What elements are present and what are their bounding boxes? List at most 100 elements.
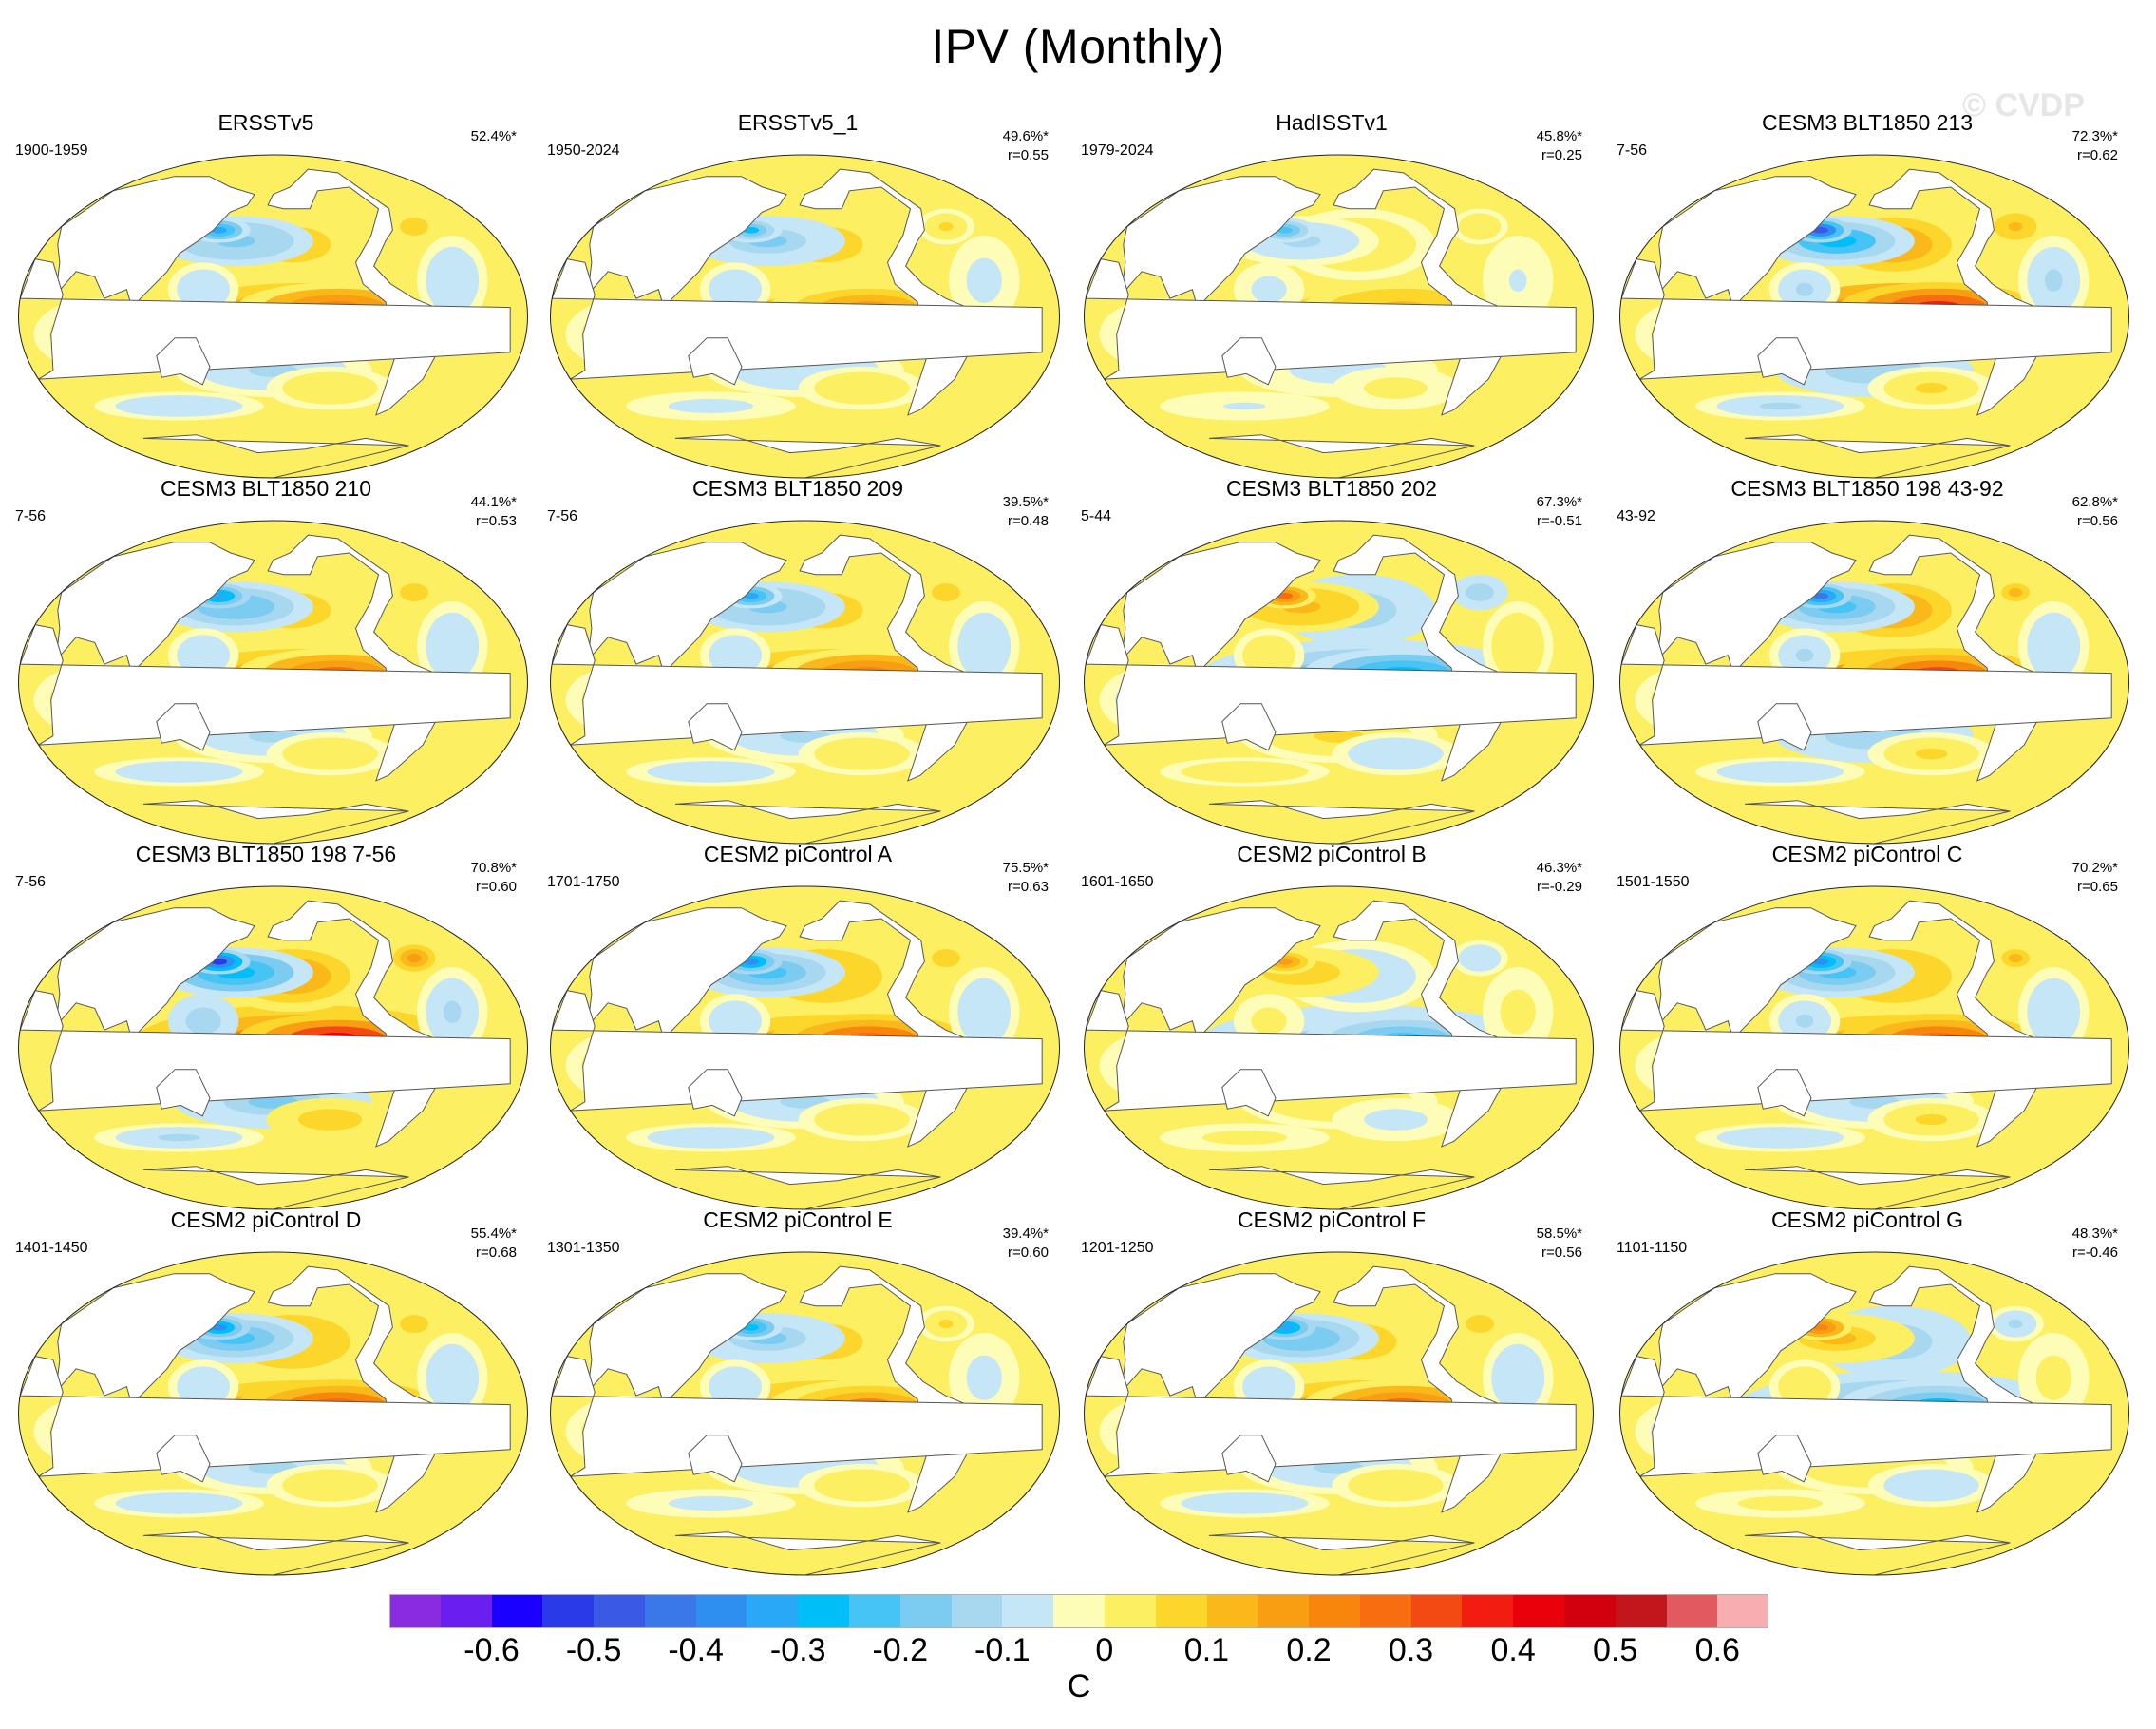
colorbar-box [1155, 1594, 1207, 1628]
colorbar-box [747, 1594, 799, 1628]
sst-anomaly-contour [1259, 648, 1278, 662]
sst-anomaly-contour [1812, 593, 1829, 599]
map-outline [18, 885, 528, 1210]
sst-map [18, 1251, 528, 1576]
variance-explained: 67.3%* [1536, 494, 1582, 510]
panel-period: 1501-1550 [1617, 874, 1690, 890]
sst-anomaly-contour [1508, 1000, 1527, 1024]
sst-anomaly-contour [1472, 587, 1487, 598]
colorbar-box [1002, 1594, 1054, 1628]
sst-anomaly-contour [2044, 269, 2063, 293]
sst-anomaly-contour [194, 282, 213, 296]
sst-anomaly-contour [1915, 1479, 1948, 1492]
map-panel: HadISSTv1 1979-2024 45.8%* r=0.25 [1066, 106, 1598, 484]
sst-anomaly-contour [1259, 1014, 1278, 1028]
sst-anomaly-contour [158, 402, 200, 410]
pattern-correlation: r=0.62 [2077, 147, 2118, 163]
map-panel: CESM2 piControl F 1201-1250 58.5%* r=0.56 [1066, 1204, 1598, 1582]
variance-explained: 45.8%* [1536, 128, 1582, 144]
sst-anomaly-contour [1277, 227, 1294, 234]
panel-stats: 72.3%* r=0.62 [2072, 127, 2118, 165]
land-antarctica [1744, 434, 2011, 478]
colorbar-box [1309, 1594, 1360, 1628]
sst-anomaly-contour [1259, 282, 1278, 296]
panel-period: 1301-1350 [547, 1240, 620, 1256]
colorbar-tick-label: 0.6 [1694, 1632, 1740, 1668]
sst-map [550, 154, 1060, 479]
sst-anomaly-contour [2008, 221, 2023, 232]
sst-anomaly-contour [1759, 768, 1802, 776]
sst-map [1619, 885, 2129, 1210]
colorbar-tick-label: 0.5 [1593, 1632, 1638, 1668]
land-antarctica [1208, 1166, 1475, 1209]
sst-map [18, 885, 528, 1210]
panel-stats: 45.8%* r=0.25 [1537, 127, 1582, 165]
sst-anomaly-contour [2008, 953, 2023, 963]
sst-anomaly-contour [1379, 1113, 1412, 1126]
sst-anomaly-contour [194, 1379, 213, 1394]
panel-stats: 46.3%* r=-0.29 [1537, 859, 1582, 897]
sst-anomaly-contour [2044, 1366, 2063, 1390]
land-australia [1221, 1069, 1277, 1117]
pattern-correlation: r=0.63 [1008, 879, 1049, 895]
map-outline [18, 1251, 528, 1576]
panel-stats: 55.4%* r=0.68 [471, 1225, 517, 1263]
panel-title: CESM2 piControl E [703, 1207, 893, 1232]
sst-anomaly-contour [938, 587, 954, 598]
sst-anomaly-contour [1508, 1366, 1527, 1390]
sst-map [550, 520, 1060, 845]
map-outline [18, 154, 528, 479]
pattern-correlation: r=0.48 [1008, 513, 1049, 529]
panel-period: 5-44 [1081, 508, 1112, 524]
sst-anomaly-contour [690, 768, 732, 776]
sst-map [18, 154, 528, 479]
pattern-correlation: r=0.56 [2077, 513, 2118, 529]
panel-title: CESM2 piControl D [170, 1207, 362, 1232]
panel-title: CESM2 piControl A [703, 842, 893, 866]
panel-title: CESM2 piControl F [1237, 1207, 1427, 1232]
panel-period: 7-56 [15, 508, 47, 524]
sst-map [1084, 154, 1594, 479]
colorbar-tick-label: 0.4 [1490, 1632, 1536, 1668]
panel-stats: 58.5%* r=0.56 [1537, 1225, 1582, 1263]
pattern-correlation: r=0.56 [1541, 1244, 1582, 1261]
land-antarctica [674, 800, 941, 844]
colorbar-box [1615, 1594, 1667, 1628]
variance-explained: 70.2%* [2071, 860, 2118, 876]
sst-anomaly-contour [158, 768, 200, 776]
panel-title: CESM2 piControl C [1771, 842, 1963, 866]
land-antarctica [1744, 1166, 2011, 1209]
sst-anomaly-contour [313, 748, 347, 760]
variance-explained: 44.1%* [470, 494, 517, 510]
colorbar-box [440, 1594, 492, 1628]
land-antarctica [1208, 434, 1475, 478]
variance-explained: 75.5%* [1002, 860, 1049, 876]
sst-anomaly-contour [1508, 269, 1527, 293]
sst-anomaly-contour [1379, 382, 1412, 394]
land-africa [1620, 258, 2112, 380]
sst-anomaly-contour [194, 1014, 213, 1028]
colorbar-tick-label: -0.1 [974, 1632, 1031, 1668]
panel-stats: 67.3%* r=-0.51 [1537, 493, 1582, 531]
land-antarctica [142, 434, 409, 478]
sst-map [1084, 520, 1594, 845]
sst-anomaly-contour [974, 1366, 993, 1390]
sst-anomaly-contour [1472, 221, 1487, 232]
panel-period: 1950-2024 [547, 142, 620, 159]
panel-period: 7-56 [1617, 142, 1648, 159]
cvdp-watermark: © CVDP [1962, 87, 2085, 124]
land-australia [1221, 1434, 1277, 1483]
land-australia [688, 1069, 743, 1117]
colorbar-tick-label: -0.4 [668, 1632, 724, 1668]
sst-anomaly-contour [1759, 402, 1802, 410]
map-outline [550, 154, 1060, 479]
map-outline [1619, 885, 2129, 1210]
land-africa [551, 258, 1043, 380]
sst-anomaly-contour [443, 1366, 462, 1390]
sst-anomaly-contour [726, 282, 745, 296]
land-australia [1221, 703, 1277, 751]
map-panel: ERSSTv5_1 1950-2024 49.6%* r=0.55 [532, 106, 1064, 484]
colorbar-box [899, 1594, 952, 1628]
sst-anomaly-contour [1795, 282, 1814, 296]
map-panel: CESM3 BLT1850 209 7-56 39.5%* r=0.48 [532, 472, 1064, 850]
